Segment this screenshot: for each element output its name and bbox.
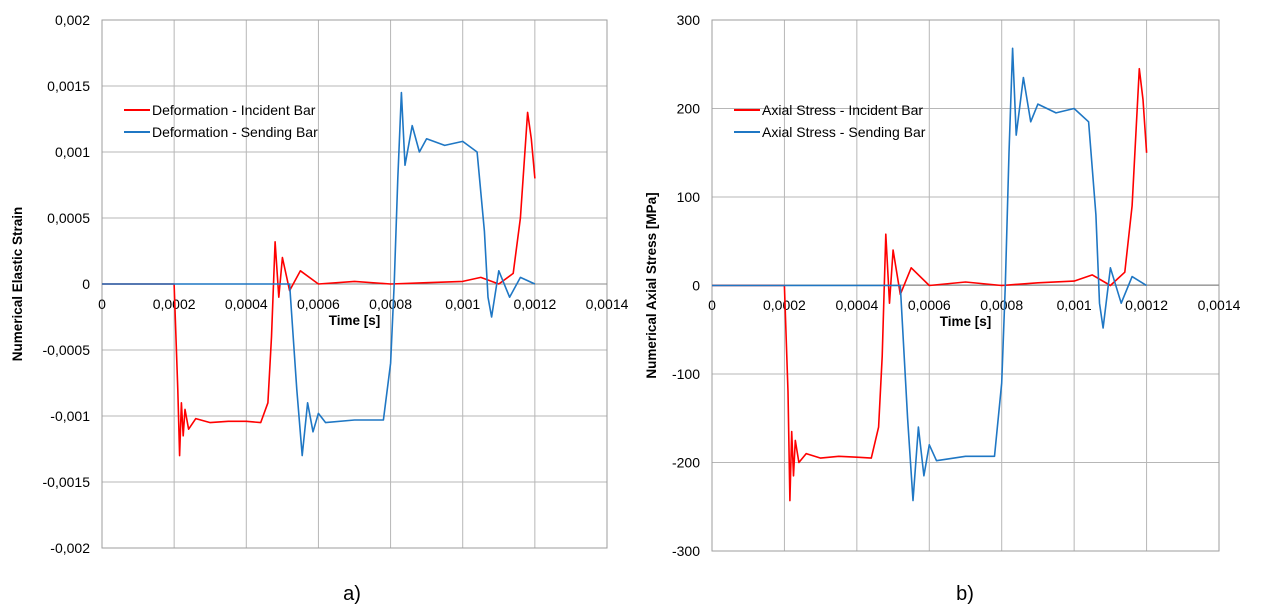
chart-panel-a: 0,002 0,0015 0,001 0,0005 0 -0,0005 -0,001 -0,0… [10, 12, 629, 605]
legend: Axial Stress - Incident Bar Axial Stress … [734, 102, 926, 140]
y-tick-label: -300 [672, 543, 700, 559]
y-tick-label: -0,0015 [43, 474, 91, 490]
legend-label: Axial Stress - Incident Bar [762, 102, 923, 118]
y-tick-label: -0,001 [50, 408, 90, 424]
legend-label: Deformation - Sending Bar [152, 124, 318, 140]
legend-label: Axial Stress - Sending Bar [762, 124, 926, 140]
y-tick-label: 0,0015 [47, 78, 90, 94]
x-tick-label: 0,0008 [369, 296, 412, 312]
panel-caption: b) [956, 583, 974, 605]
y-axis-title: Numerical Axial Stress [MPa] [644, 192, 659, 378]
legend-label: Deformation - Incident Bar [152, 102, 316, 118]
y-tick-label: 300 [677, 12, 701, 28]
x-tick-label: 0,0012 [513, 296, 556, 312]
x-tick-label: 0,0006 [297, 296, 340, 312]
x-tick-label: 0,0014 [586, 296, 629, 312]
y-tick-label: -0,002 [50, 540, 90, 556]
x-tick-label: 0,0008 [980, 297, 1023, 313]
x-tick-label: 0,0012 [1125, 297, 1168, 313]
x-tick-label: 0,0006 [908, 297, 951, 313]
x-axis-title: Time [s] [940, 314, 992, 329]
y-tick-label: 0 [692, 278, 700, 294]
x-axis-title: Time [s] [329, 313, 381, 328]
x-tick-label: 0 [98, 296, 106, 312]
y-axis-title: Numerical Elastic Strain [10, 207, 25, 362]
x-tick-label: 0,001 [445, 296, 480, 312]
y-tick-label: 200 [677, 101, 701, 117]
x-tick-label: 0,0014 [1198, 297, 1241, 313]
series-line-2 [102, 91, 536, 457]
series-line-2 [712, 47, 1148, 502]
series-line-1 [712, 67, 1148, 502]
y-tick-label: 100 [677, 189, 701, 205]
legend: Deformation - Incident Bar Deformation - … [124, 102, 318, 140]
y-tick-label: 0,0005 [47, 210, 90, 226]
y-tick-label: -0,0005 [43, 342, 91, 358]
y-tick-label: 0,002 [55, 12, 90, 28]
y-tick-label: 0 [82, 276, 90, 292]
x-tick-label: 0 [708, 297, 716, 313]
y-tick-label: 0,001 [55, 144, 90, 160]
series-line-1 [102, 111, 536, 457]
x-tick-label: 0,0004 [225, 296, 268, 312]
panel-caption: a) [343, 583, 361, 605]
y-tick-label: -200 [672, 455, 700, 471]
x-tick-label: 0,001 [1057, 297, 1092, 313]
y-tick-label: -100 [672, 366, 700, 382]
x-tick-label: 0,0004 [835, 297, 878, 313]
